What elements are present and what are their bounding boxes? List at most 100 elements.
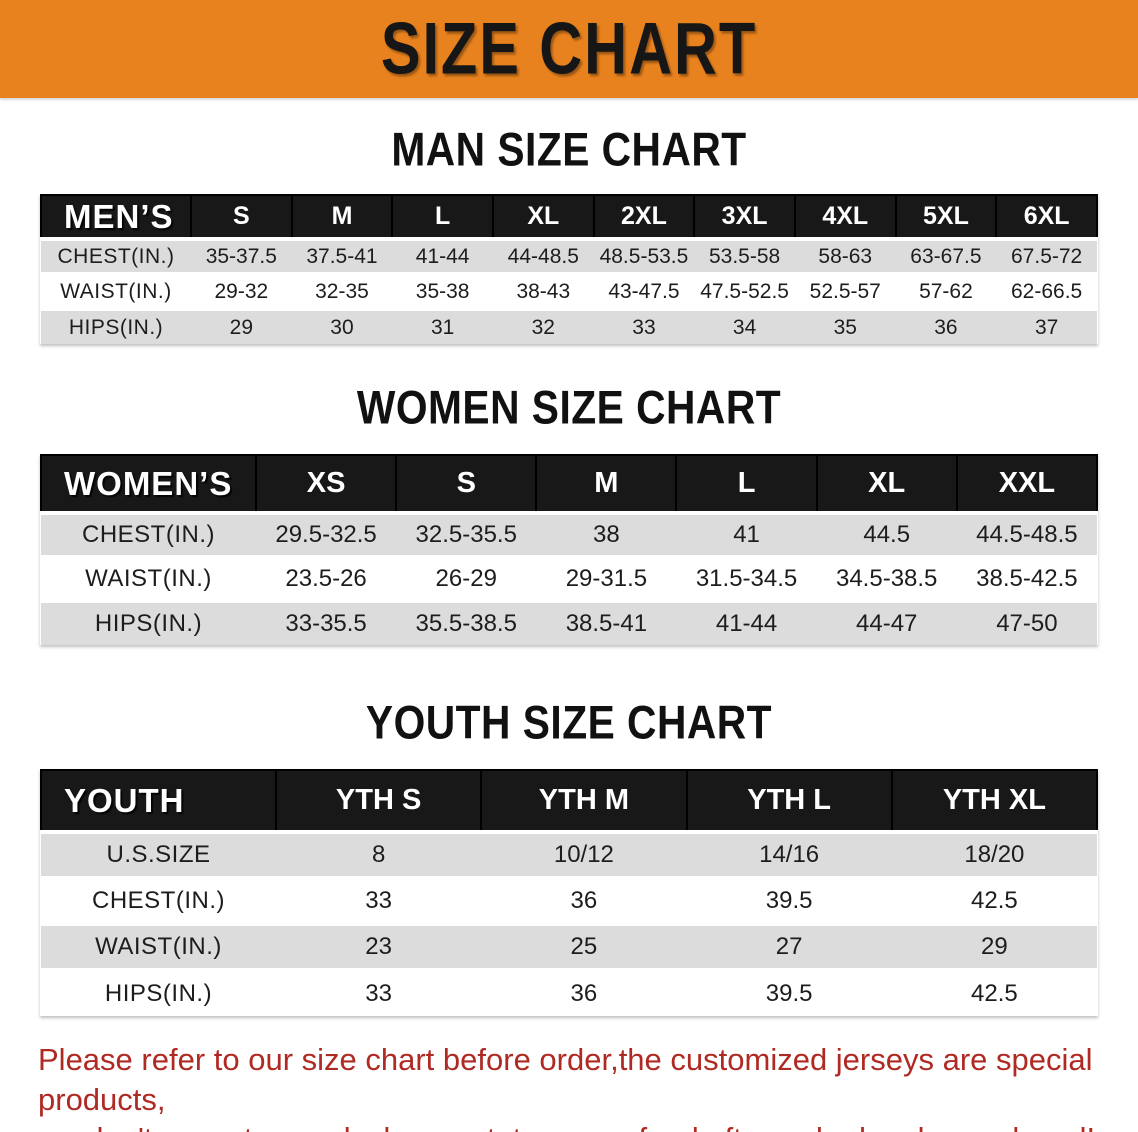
size-value-cell: 23 xyxy=(365,933,392,960)
table-header-row: WOMEN’S XS S M L XL XXL xyxy=(40,454,1099,514)
size-value-cell: 32 xyxy=(531,315,555,339)
size-column-header: XL xyxy=(815,454,958,514)
size-value-cell: 14/16 xyxy=(759,841,820,868)
table-row: U.S.SIZE 8 10/12 14/16 18/20 xyxy=(41,832,1097,878)
size-value-cell: 36 xyxy=(570,980,598,1007)
measurement-row-label: U.S.SIZE xyxy=(106,841,211,868)
size-value-cell: 31.5-34.5 xyxy=(695,565,798,592)
measurement-row-label: CHEST(IN.) xyxy=(82,521,215,548)
size-value-cell: 33 xyxy=(365,980,392,1007)
table-header-row: YOUTH YTH S YTH M YTH L YTH XL xyxy=(40,769,1099,833)
size-value-cell: 53.5-58 xyxy=(708,244,781,268)
women-size-table-container: WOMEN’S XS S M L XL XXL CHEST(IN.) 29.5-32.5 32.5… xyxy=(0,454,1138,645)
size-value-cell: 29.5-32.5 xyxy=(275,521,377,548)
size-value-cell: 47-50 xyxy=(996,610,1058,637)
size-value-cell: 37.5-41 xyxy=(306,244,378,268)
disclaimer-line-2: we don't accept cancel, change, teturn o… xyxy=(38,1119,1108,1132)
man-size-table: MEN’S S M L XL 2XL 3XL 4XL 5XL 6XL CHEST(IN.) 35-37… xyxy=(40,194,1098,344)
size-value-cell: 35-37.5 xyxy=(205,244,277,268)
measurement-row-label: HIPS(IN.) xyxy=(94,610,203,637)
size-value-cell: 38.5-42.5 xyxy=(976,565,1078,592)
size-value-cell: 29 xyxy=(981,933,1008,960)
size-value-cell: 44-47 xyxy=(856,610,918,637)
size-chart-banner: SIZE CHART xyxy=(0,0,1138,98)
table-header-row: MEN’S S M L XL 2XL 3XL 4XL 5XL 6XL xyxy=(40,194,1098,240)
size-value-cell: 42.5 xyxy=(971,980,1018,1007)
size-column-header: L xyxy=(391,194,494,240)
size-column-header: YTH L xyxy=(685,769,893,833)
size-value-cell: 37 xyxy=(1034,315,1059,339)
size-value-cell: 25 xyxy=(570,933,598,960)
measurement-row-label: HIPS(IN.) xyxy=(68,315,164,339)
size-value-cell: 41 xyxy=(733,521,760,548)
man-size-chart-heading: MAN SIZE CHART xyxy=(391,123,747,176)
size-value-cell: 32.5-35.5 xyxy=(415,521,517,548)
size-value-cell: 36 xyxy=(570,887,598,914)
size-column-header: M xyxy=(535,454,678,514)
size-value-cell: 35 xyxy=(833,315,857,339)
size-column-header: XXL xyxy=(955,454,1099,514)
table-row: WAIST(IN.) 29-32 32-35 35-38 38-43 43-47.5 47.… xyxy=(41,274,1097,309)
size-value-cell: 33 xyxy=(632,315,656,339)
size-value-cell: 23.5-26 xyxy=(285,565,367,592)
size-value-cell: 8 xyxy=(371,841,386,868)
measurement-row-label: WAIST(IN.) xyxy=(85,565,212,592)
youth-size-chart-heading: YOUTH SIZE CHART xyxy=(365,696,773,749)
size-value-cell: 33-35.5 xyxy=(285,610,367,637)
measurement-row-label: WAIST(IN.) xyxy=(95,933,222,960)
size-column-header: 2XL xyxy=(592,194,696,240)
size-value-cell: 57-62 xyxy=(919,279,973,303)
order-disclaimer: Please refer to our size chart before or… xyxy=(38,1040,1108,1132)
youth-size-table-container: YOUTH YTH S YTH M YTH L YTH XL U.S.SIZE 8 10/12… xyxy=(0,769,1138,1016)
size-value-cell: 58-63 xyxy=(818,244,873,268)
size-value-cell: 62-66.5 xyxy=(1011,279,1083,303)
size-value-cell: 44.5-48.5 xyxy=(976,521,1078,548)
size-value-cell: 27 xyxy=(775,933,803,960)
size-value-cell: 48.5-53.5 xyxy=(599,244,689,268)
size-value-cell: 67.5-72 xyxy=(1011,244,1083,268)
size-column-header: S xyxy=(190,194,293,240)
measurement-row-label: WAIST(IN.) xyxy=(60,279,172,303)
table-title-cell: YOUTH xyxy=(40,769,277,833)
size-value-cell: 33 xyxy=(365,887,392,914)
table-title-cell: MEN’S xyxy=(40,194,192,240)
size-value-cell: 36 xyxy=(934,315,958,339)
table-row: CHEST(IN.) 35-37.5 37.5-41 41-44 44-48.5 48.5… xyxy=(41,239,1097,274)
women-size-chart-heading: WOMEN SIZE CHART xyxy=(356,381,782,434)
size-value-cell: 47.5-52.5 xyxy=(700,279,789,303)
size-column-header: 5XL xyxy=(894,194,998,240)
size-column-header: 3XL xyxy=(693,194,796,240)
size-value-cell: 30 xyxy=(330,315,354,339)
women-size-table: WOMEN’S XS S M L XL XXL CHEST(IN.) 29.5-32.5 32.5… xyxy=(40,454,1099,645)
size-value-cell: 34 xyxy=(732,315,757,339)
measurement-row-label: CHEST(IN.) xyxy=(57,244,175,268)
measurement-row-label: HIPS(IN.) xyxy=(104,980,213,1007)
size-value-cell: 38.5-41 xyxy=(565,610,648,637)
measurement-row-label: CHEST(IN.) xyxy=(92,887,225,914)
size-column-header: M xyxy=(290,194,394,240)
size-value-cell: 38 xyxy=(593,521,620,548)
size-value-cell: 63-67.5 xyxy=(910,244,982,268)
size-value-cell: 29 xyxy=(229,315,253,339)
size-value-cell: 35-38 xyxy=(415,279,470,303)
size-column-header: S xyxy=(395,454,538,514)
size-column-header: YTH M xyxy=(480,769,688,833)
table-row: CHEST(IN.) 33 36 39.5 42.5 xyxy=(41,878,1097,924)
table-title-cell: WOMEN’S xyxy=(40,454,257,514)
size-value-cell: 43-47.5 xyxy=(608,279,680,303)
table-row: HIPS(IN.) 29 30 31 32 33 34 35 36 37 xyxy=(41,309,1097,344)
size-value-cell: 10/12 xyxy=(553,841,614,868)
size-column-header: YTH S xyxy=(274,769,483,833)
size-value-cell: 35.5-38.5 xyxy=(415,610,517,637)
size-value-cell: 52.5-57 xyxy=(809,279,881,303)
size-column-header: 4XL xyxy=(793,194,897,240)
size-value-cell: 39.5 xyxy=(765,887,813,914)
table-row: CHEST(IN.) 29.5-32.5 32.5-35.5 38 41 44.5 44.5… xyxy=(41,513,1097,557)
size-value-cell: 26-29 xyxy=(435,565,497,592)
size-value-cell: 31 xyxy=(430,315,455,339)
size-value-cell: 44-48.5 xyxy=(507,244,579,268)
size-value-cell: 39.5 xyxy=(765,980,813,1007)
man-size-table-container: MEN’S S M L XL 2XL 3XL 4XL 5XL 6XL CHEST(IN.) 35-37… xyxy=(0,194,1138,344)
disclaimer-line-1: Please refer to our size chart before or… xyxy=(38,1042,1093,1117)
